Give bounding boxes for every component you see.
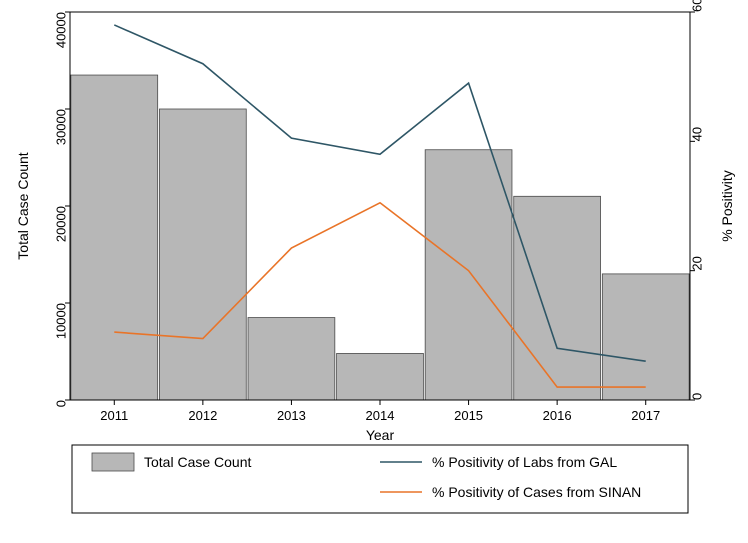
x-tick-label: 2014 — [366, 408, 395, 423]
x-axis-label: Year — [366, 427, 395, 443]
y-left-axis-label: Total Case Count — [15, 152, 31, 260]
y-right-axis-label: % Positivity — [719, 170, 735, 242]
x-tick-label: 2017 — [631, 408, 660, 423]
y-right-tick-label: 0 — [689, 393, 704, 400]
bar — [159, 109, 246, 400]
y-left-tick-label: 40000 — [53, 12, 68, 48]
bar — [248, 318, 335, 400]
x-tick-label: 2012 — [188, 408, 217, 423]
bar — [514, 196, 601, 400]
y-left-tick-label: 30000 — [53, 109, 68, 145]
chart-svg: 0 10000 20000 30000 40000 Total Case Count 0 20… — [0, 0, 748, 543]
bar — [71, 75, 158, 400]
x-tick-label: 2015 — [454, 408, 483, 423]
x-tick-label: 2011 — [100, 408, 128, 423]
legend-label: % Positivity of Labs from GAL — [432, 454, 617, 470]
legend-swatch-bar — [92, 453, 134, 471]
y-left-tick-label: 10000 — [53, 303, 68, 339]
y-left-tick-label: 0 — [53, 400, 68, 407]
bar — [602, 274, 689, 400]
y-left-tick-label: 20000 — [53, 206, 68, 242]
bar — [337, 353, 424, 400]
bar — [425, 150, 512, 400]
y-right-tick-label: 40 — [689, 127, 704, 141]
legend-label: Total Case Count — [144, 454, 252, 470]
x-tick-label: 2016 — [543, 408, 572, 423]
y-right-tick-label: 60 — [689, 0, 704, 12]
legend-label: % Positivity of Cases from SINAN — [432, 484, 641, 500]
chart-container: 0 10000 20000 30000 40000 Total Case Count 0 20… — [0, 0, 748, 543]
y-right-tick-label: 20 — [689, 256, 704, 270]
x-tick-label: 2013 — [277, 408, 306, 423]
